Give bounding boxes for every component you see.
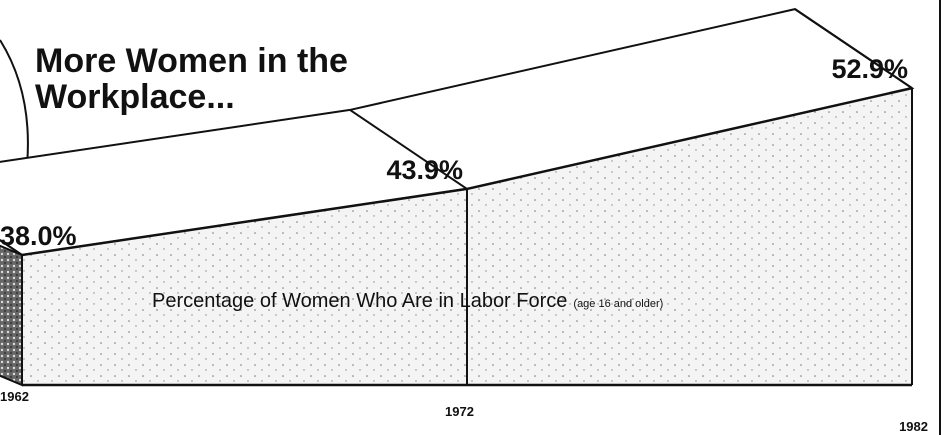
label-main: Percentage of Women Who Are in Labor For… bbox=[152, 290, 567, 312]
x-tick-label: 1982 bbox=[899, 419, 928, 434]
chart-title: Workplace... bbox=[35, 78, 235, 116]
plot bbox=[0, 8, 915, 387]
value-label: 43.9% bbox=[386, 155, 463, 185]
depth-edge bbox=[0, 238, 23, 256]
area-label: Percentage of Women Who Are in Labor For… bbox=[152, 290, 663, 312]
chart-title: More Women in the bbox=[35, 42, 348, 80]
value-label: 52.9% bbox=[831, 54, 908, 84]
label-note: (age 16 and older) bbox=[573, 298, 663, 310]
value-label: 38.0% bbox=[0, 221, 77, 251]
end-face bbox=[0, 244, 23, 387]
depth-edge bbox=[349, 109, 468, 190]
x-tick-label: 1962 bbox=[0, 389, 29, 404]
depth-edge bbox=[794, 8, 913, 89]
x-tick-label: 1972 bbox=[445, 404, 474, 419]
